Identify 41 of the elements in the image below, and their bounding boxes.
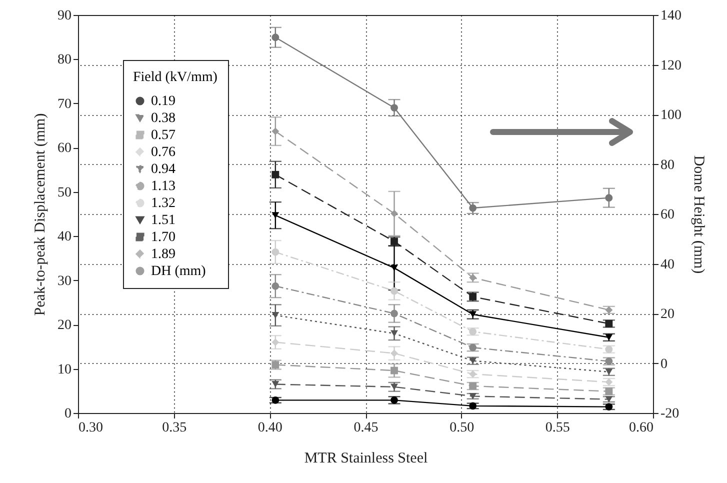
legend-label: 0.38 (151, 111, 176, 126)
y2-tick-label: 100 (660, 108, 682, 123)
legend-label: 0.76 (151, 145, 176, 160)
x-tick-label: 0.60 (629, 420, 654, 436)
legend-label: 0.94 (151, 162, 176, 177)
legend-label: DH (mm) (151, 264, 206, 279)
y-tick-label: 0 (64, 406, 72, 422)
legend-label: 0.19 (151, 94, 176, 109)
legend-title: Field (kV/mm) (133, 70, 218, 85)
y2-tick-label: 40 (660, 257, 674, 272)
legend-label: 1.51 (151, 213, 176, 228)
x-tick-label: 0.45 (354, 420, 378, 436)
x-tick-label: 0.50 (450, 420, 474, 436)
y-tick-label: 70 (58, 96, 72, 112)
y2-tick-label: -20 (660, 406, 680, 422)
y-tick-label: 90 (58, 8, 72, 24)
x-tick-label: 0.55 (545, 420, 570, 436)
legend-label: 1.89 (151, 247, 176, 262)
x-tick-label: 0.35 (162, 420, 187, 436)
y2-axis-title: Dome Height (mm) (690, 155, 706, 274)
y2-tick-label: 0 (660, 356, 668, 372)
y2-tick-label: 140 (660, 8, 682, 24)
y2-tick-label: 80 (660, 158, 674, 173)
y-tick-label: 40 (58, 230, 72, 245)
y-tick-label: 60 (58, 141, 72, 156)
x-tick-label: 0.30 (78, 420, 103, 436)
x-tick-label: 0.40 (258, 420, 282, 436)
y-tick-label: 80 (58, 52, 72, 68)
legend-label: 1.70 (151, 230, 176, 245)
y-tick-label: 30 (58, 274, 72, 289)
y-tick-label: 50 (58, 185, 72, 200)
legend-label: 1.32 (151, 196, 176, 211)
y2-tick-label: 20 (660, 307, 674, 322)
y2-tick-label: 120 (660, 58, 682, 74)
y-tick-label: 20 (58, 318, 72, 334)
x-axis-title: MTR Stainless Steel (304, 450, 428, 466)
legend-label: 0.57 (151, 128, 176, 143)
y2-tick-label: 60 (660, 208, 674, 222)
legend-label: 1.13 (151, 179, 176, 194)
y-tick-label: 10 (58, 362, 72, 378)
y-axis-title: Peak-to-peak Displacement (mm) (32, 113, 48, 316)
